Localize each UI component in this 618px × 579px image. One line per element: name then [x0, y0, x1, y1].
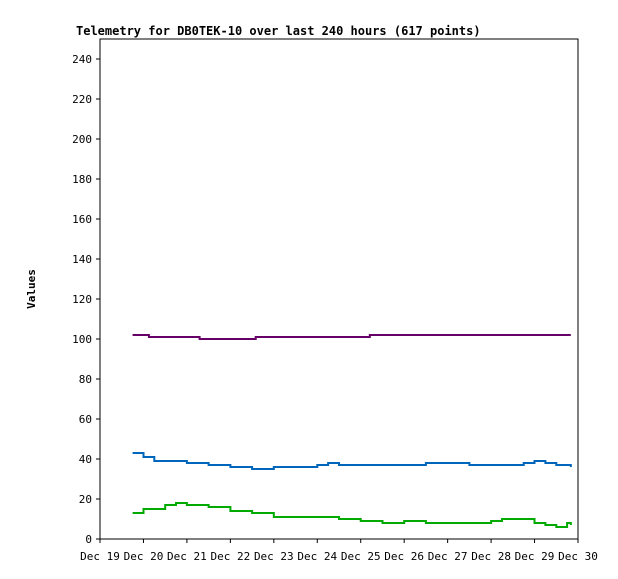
x-tick-label: Dec 24: [297, 550, 337, 563]
x-tick-label: Dec 22: [210, 550, 250, 563]
y-tick-label: 80: [79, 373, 92, 386]
x-tick-label: Dec 29: [515, 550, 555, 563]
y-tick-label: 160: [72, 213, 92, 226]
x-tick-label: Dec 23: [254, 550, 294, 563]
y-axis-label: Values: [25, 269, 38, 309]
y-tick-label: 200: [72, 133, 92, 146]
series-lines: [132, 334, 572, 528]
x-tick-label: Dec 21: [167, 550, 207, 563]
x-axis-ticks: Dec 19 Dec 20 Dec 21 Dec 22 Dec 23 Dec 24 Dec …: [80, 539, 598, 563]
series-line-1: [132, 334, 571, 340]
y-axis-ticks: 0 20 40 60 80 100 120 140 160 180 200 220 240: [72, 53, 100, 546]
series-line-3: [132, 502, 572, 528]
x-tick-label: Dec 28: [471, 550, 511, 563]
y-tick-label: 60: [79, 413, 92, 426]
x-tick-label: Dec 30: [558, 550, 598, 563]
y-tick-label: 120: [72, 293, 92, 306]
x-tick-label: Dec 27: [428, 550, 468, 563]
x-tick-label: Dec 19: [80, 550, 120, 563]
y-tick-label: 100: [72, 333, 92, 346]
y-tick-label: 240: [72, 53, 92, 66]
x-tick-label: Dec 20: [124, 550, 164, 563]
series-line-2: [132, 452, 572, 470]
y-tick-label: 140: [72, 253, 92, 266]
plot-area: [99, 38, 579, 540]
x-tick-label: Dec 26: [384, 550, 424, 563]
x-tick-label: Dec 25: [341, 550, 381, 563]
y-tick-label: 40: [79, 453, 92, 466]
y-tick-label: 0: [85, 533, 92, 546]
y-tick-label: 180: [72, 173, 92, 186]
y-tick-label: 20: [79, 493, 92, 506]
chart-title: Telemetry for DB0TEK-10 over last 240 ho…: [76, 24, 481, 38]
y-tick-label: 220: [72, 93, 92, 106]
